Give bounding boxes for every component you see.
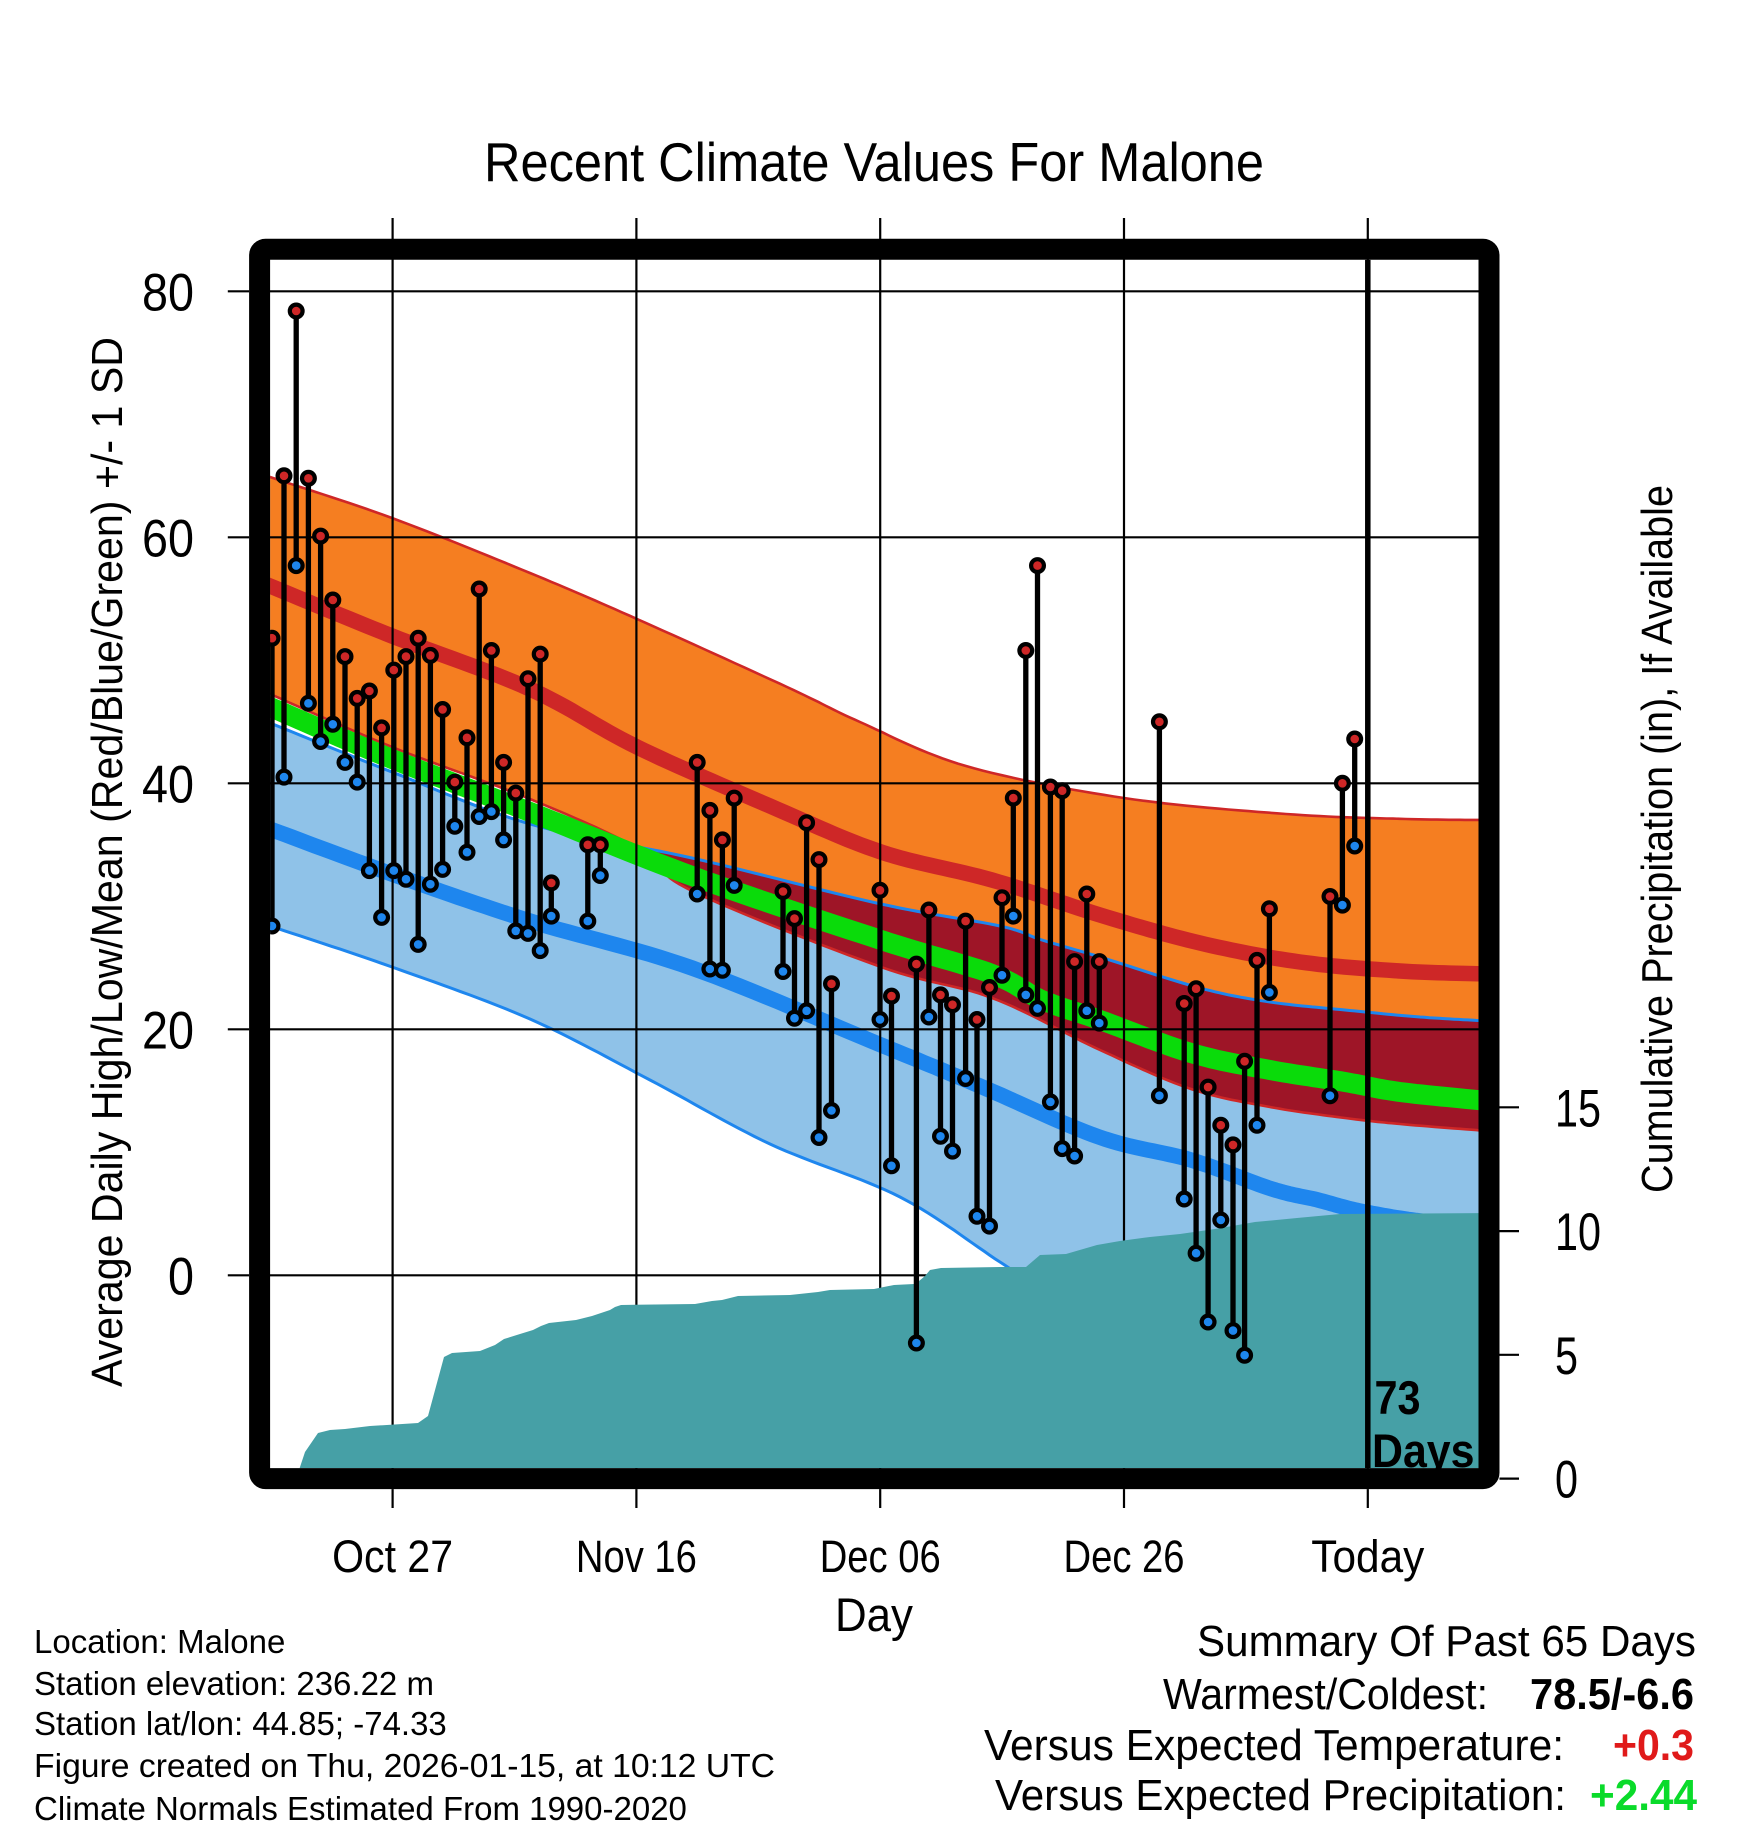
svg-text:40: 40: [142, 755, 194, 814]
svg-text:Cumulative Precipitation (in),: Cumulative Precipitation (in), If Availa…: [1633, 485, 1682, 1193]
svg-text:Station elevation: 236.22 m: Station elevation: 236.22 m: [34, 1665, 434, 1702]
svg-text:20: 20: [142, 1001, 194, 1060]
svg-text:10: 10: [1555, 1203, 1601, 1262]
svg-text:Figure created on Thu, 2026-01: Figure created on Thu, 2026-01-15, at 10…: [34, 1747, 775, 1784]
svg-text:Today: Today: [1311, 1531, 1424, 1582]
svg-text:Oct 27: Oct 27: [332, 1531, 453, 1582]
svg-text:Versus Expected Precipitation:: Versus Expected Precipitation:: [995, 1771, 1566, 1820]
svg-text:Average Daily High/Low/Mean (R: Average Daily High/Low/Mean (Red/Blue/Gr…: [83, 337, 132, 1387]
svg-text:+2.44: +2.44: [1590, 1771, 1697, 1820]
svg-text:73: 73: [1375, 1371, 1421, 1424]
svg-text:78.5/-6.6: 78.5/-6.6: [1530, 1670, 1694, 1719]
svg-text:Recent Climate Values For Malo: Recent Climate Values For Malone: [484, 131, 1264, 193]
svg-text:Station lat/lon: 44.85; -74.33: Station lat/lon: 44.85; -74.33: [34, 1705, 447, 1742]
svg-text:Climate Normals Estimated From: Climate Normals Estimated From 1990-2020: [34, 1790, 687, 1827]
svg-text:Dec 06: Dec 06: [820, 1531, 941, 1582]
svg-text:Days: Days: [1372, 1424, 1475, 1477]
svg-text:Versus Expected Temperature:: Versus Expected Temperature:: [984, 1721, 1564, 1770]
svg-text:Day: Day: [835, 1588, 913, 1641]
svg-text:Location: Malone: Location: Malone: [34, 1623, 285, 1660]
svg-text:60: 60: [142, 509, 194, 568]
svg-text:5: 5: [1555, 1327, 1578, 1386]
svg-text:80: 80: [142, 263, 194, 322]
svg-text:+0.3: +0.3: [1613, 1721, 1694, 1770]
svg-text:Dec 26: Dec 26: [1064, 1531, 1185, 1582]
svg-text:Nov 16: Nov 16: [576, 1531, 697, 1582]
svg-text:0: 0: [168, 1247, 194, 1306]
svg-text:Summary Of Past 65 Days: Summary Of Past 65 Days: [1197, 1617, 1696, 1666]
svg-text:0: 0: [1555, 1451, 1578, 1510]
svg-text:15: 15: [1555, 1079, 1601, 1138]
svg-text:Warmest/Coldest:: Warmest/Coldest:: [1163, 1670, 1488, 1719]
